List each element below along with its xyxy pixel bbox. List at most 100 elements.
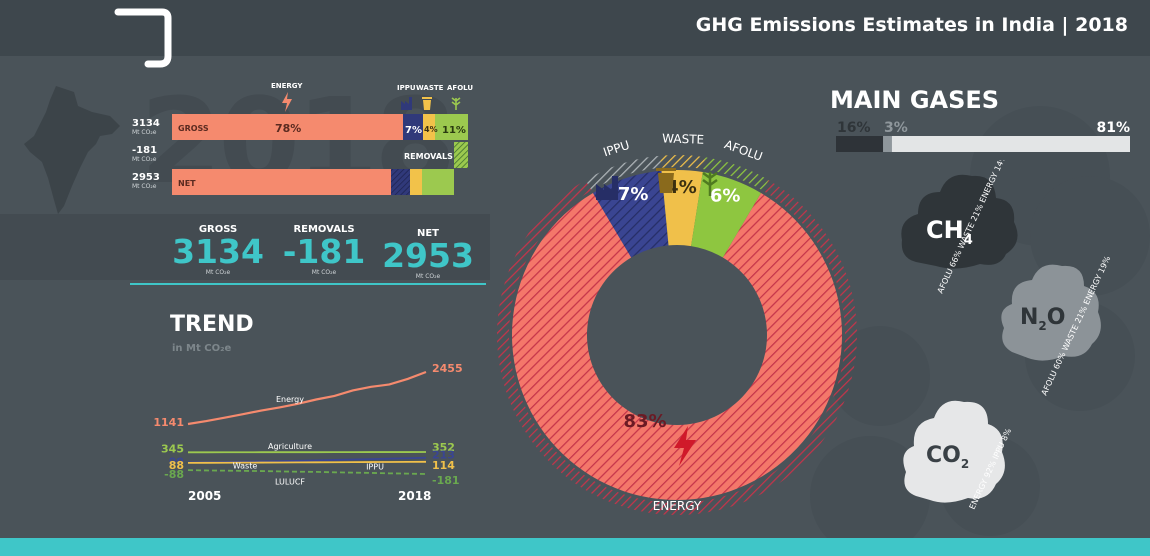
stats-divider (130, 283, 486, 285)
page-title: GHG Emissions Estimates in India | 2018 (695, 14, 1128, 36)
donut-label-waste: WASTE (662, 131, 704, 146)
co2-subscript: 2 (961, 457, 969, 471)
trend-x-start: 2005 (188, 489, 221, 503)
trend-start-ippu: 99 (169, 455, 184, 468)
donut-pct-energy: 83% (623, 411, 666, 432)
trend-series-name-ippu: IPPU (366, 463, 384, 472)
sector-donut-chart: 83% ENERGY 7% IPPU 4% WASTE 6% AFOLU (496, 131, 857, 515)
wheat-icon (451, 97, 461, 110)
n2o-label-2: O (1047, 305, 1066, 330)
trend-end-ippu: 213 (432, 449, 455, 462)
stat-gross-label: GROSS (198, 224, 238, 235)
stat-net-unit: Mt CO₂e (415, 273, 441, 280)
trend-title: TREND (170, 312, 254, 337)
stat-removals-value: -181 (282, 232, 366, 271)
ippu-header-label: IPPU (397, 84, 416, 92)
removals-unit: Mt CO₂e (132, 156, 157, 163)
summary-stacked-bar: GROSS 78% 7% 4% 11% REMOVALS NET (172, 114, 468, 195)
gross-energy-pct: 78% (275, 122, 301, 135)
gas-bar-co2 (891, 136, 1130, 152)
co2-cloud: CO2 (903, 400, 1005, 503)
net-ippu-seg (391, 169, 410, 195)
removals-row-label: REMOVALS (404, 152, 453, 161)
factory-icon (401, 97, 412, 110)
net-row-label: NET (178, 179, 196, 188)
net-waste-seg (410, 169, 422, 195)
trend-end-lulucf: -181 (432, 474, 460, 487)
gas-pct-co2: 81% (1096, 120, 1130, 136)
gross-unit: Mt CO₂e (132, 129, 157, 136)
n2o-cloud: N2O (1001, 264, 1101, 361)
trend-series-name-agriculture: Agriculture (268, 442, 312, 451)
gas-pct-ch4: 16% (837, 120, 871, 136)
net-unit: Mt CO₂e (132, 183, 157, 190)
gas-bar-n2o (883, 136, 892, 152)
donut-outer-ring-waste (660, 155, 706, 170)
ch4-cloud: CH4 (901, 174, 1018, 269)
n2o-breakdown-text: AFOLU 60% WASTE 21% ENERGY 19% (1040, 256, 1113, 397)
svg-text:N2O: N2O (1020, 305, 1065, 333)
top-bar (0, 0, 1150, 56)
gas-pct-n2o: 3% (884, 120, 908, 136)
stat-net-label: NET (416, 228, 440, 239)
donut-label-ippu: IPPU (602, 138, 632, 160)
trend-subtitle: in Mt CO₂e (172, 343, 232, 354)
donut-slice-afolu (691, 172, 761, 258)
donut-outer-ring-afolu (703, 157, 769, 191)
trend-start-energy: 1141 (153, 416, 184, 429)
net-value: 2953 (132, 172, 160, 183)
donut-factory-icon (596, 176, 618, 200)
gross-afolu-seg (435, 114, 468, 140)
trend-end-agriculture: 352 (432, 441, 455, 454)
bottom-accent-bar (0, 538, 1150, 556)
trend-line-lulucf (187, 469, 427, 475)
co2-breakdown-text: ENERGY 92% IPPU 8% (968, 427, 1014, 511)
trend-series-name-waste: Waste (233, 461, 258, 470)
gross-waste-seg (423, 114, 435, 140)
waste-header-label: WASTE (416, 84, 444, 92)
trend-end-waste: 114 (432, 459, 455, 472)
stat-removals: REMOVALS -181 Mt CO₂e (278, 224, 370, 276)
trend-line-waste (187, 460, 427, 464)
trend-chart: 1141 2455 Energy 345 352 Agriculture 99 213 IPPU… (153, 362, 462, 503)
n2o-subscript: 2 (1038, 319, 1046, 333)
co2-breakdown: ENERGY 92% IPPU 8% (968, 427, 1014, 511)
ch4-label: CH (926, 216, 964, 244)
gross-value: 3134 (132, 118, 160, 129)
donut-slice-energy (511, 192, 842, 500)
donut-pct-afolu: 6% (710, 185, 741, 206)
afolu-header-label: AFOLU (447, 84, 474, 92)
energy-bolt-icon (282, 92, 292, 112)
donut-bolt-icon (674, 426, 696, 466)
donut-outer-ring-ippu (585, 155, 662, 191)
brand-logo-icon (114, 8, 172, 68)
trend-series-name-lulucf: LULUCF (275, 477, 305, 486)
gross-ippu-pct: 7% (405, 125, 422, 136)
gross-afolu-pct: 11% (442, 125, 466, 136)
donut-pct-ippu: 7% (618, 184, 649, 205)
net-afolu-seg (422, 169, 454, 195)
trend-series-name-energy: Energy (276, 395, 304, 404)
trend-start-lulucf: -88 (164, 468, 184, 481)
donut-wheat-icon (702, 171, 718, 196)
gross-waste-pct: 4% (424, 125, 438, 134)
trend-start-waste: 88 (169, 459, 184, 472)
donut-pct-waste: 4% (666, 177, 697, 198)
stat-gross-unit: Mt CO₂e (205, 269, 231, 276)
trend-line-energy (187, 370, 427, 426)
donut-label-afolu: AFOLU (722, 137, 764, 164)
india-map-icon (24, 86, 120, 214)
energy-header-label: ENERGY (271, 82, 303, 90)
co2-label: CO (926, 443, 961, 468)
trash-icon (422, 97, 432, 110)
n2o-breakdown: AFOLU 60% WASTE 21% ENERGY 19% (1040, 256, 1113, 397)
trend-start-agriculture: 345 (161, 442, 184, 455)
ch4-subscript: 4 (964, 233, 973, 248)
removals-seg (454, 142, 468, 168)
gas-bar-ch4 (836, 136, 884, 152)
removals-value: -181 (132, 145, 158, 156)
main-gases-title: MAIN GASES (830, 86, 1000, 114)
gross-energy-seg (172, 114, 403, 140)
stat-gross-value: 3134 (172, 232, 264, 271)
donut-trash-icon (656, 168, 676, 193)
